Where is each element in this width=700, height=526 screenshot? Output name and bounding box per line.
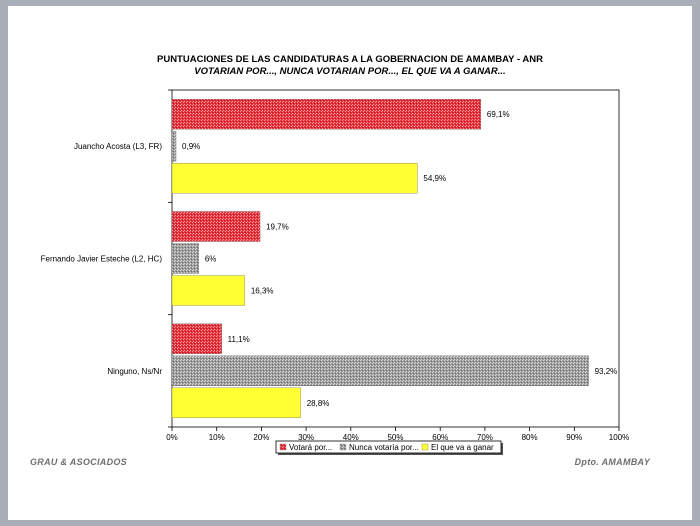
- legend-label: Nunca votaría por...: [349, 443, 419, 452]
- x-tick-label: 30%: [298, 433, 314, 442]
- data-label: 69,1%: [487, 110, 510, 119]
- data-label: 28,8%: [307, 399, 330, 408]
- bar: [171, 243, 199, 274]
- legend-swatch: [279, 443, 287, 451]
- bar: [171, 355, 589, 386]
- x-tick-label: 100%: [609, 433, 629, 442]
- data-label: 6%: [205, 255, 217, 264]
- data-label: 54,9%: [423, 174, 446, 183]
- data-label: 11,1%: [228, 335, 250, 344]
- bar: [171, 163, 418, 194]
- legend-box: [275, 440, 502, 454]
- category-label: Juancho Acosta (L3, FR): [74, 142, 162, 151]
- x-tick-label: 20%: [253, 433, 269, 442]
- category-label: Fernando Javier Esteche (L2, HC): [41, 255, 163, 264]
- chart-subtitle: VOTARIAN POR..., NUNCA VOTARIAN POR..., …: [194, 66, 506, 77]
- data-label: 0,9%: [182, 142, 200, 151]
- x-tick-label: 80%: [522, 433, 538, 442]
- legend-swatch: [339, 443, 347, 451]
- bar: [171, 275, 246, 306]
- bar: [171, 323, 222, 354]
- footer-department: Dpto. AMAMBAY: [574, 457, 650, 467]
- x-tick-label: 0%: [166, 433, 178, 442]
- x-tick-label: 50%: [387, 433, 403, 442]
- x-tick-label: 60%: [432, 433, 448, 442]
- x-tick-label: 40%: [343, 433, 359, 442]
- bar: [171, 99, 482, 130]
- x-tick-label: 90%: [566, 433, 582, 442]
- legend-label: Votará por...: [289, 443, 332, 452]
- data-label: 93,2%: [595, 367, 618, 376]
- legend-label: El que va a ganar: [431, 443, 494, 452]
- data-label: 19,7%: [266, 223, 289, 232]
- x-tick-label: 70%: [477, 433, 493, 442]
- bar: [171, 211, 261, 242]
- data-label: 16,3%: [251, 287, 274, 296]
- chart-title: PUNTUACIONES DE LAS CANDIDATURAS A LA GO…: [157, 54, 543, 65]
- bar: [171, 387, 301, 418]
- x-tick-label: 10%: [209, 433, 225, 442]
- legend-swatch: [421, 443, 429, 451]
- footer-company: GRAU & ASOCIADOS: [30, 457, 127, 467]
- category-label: Ninguno, Ns/Nr: [107, 367, 162, 376]
- bar: [171, 131, 177, 162]
- legend: Votará por... Nunca votaría por... El que …: [275, 440, 503, 455]
